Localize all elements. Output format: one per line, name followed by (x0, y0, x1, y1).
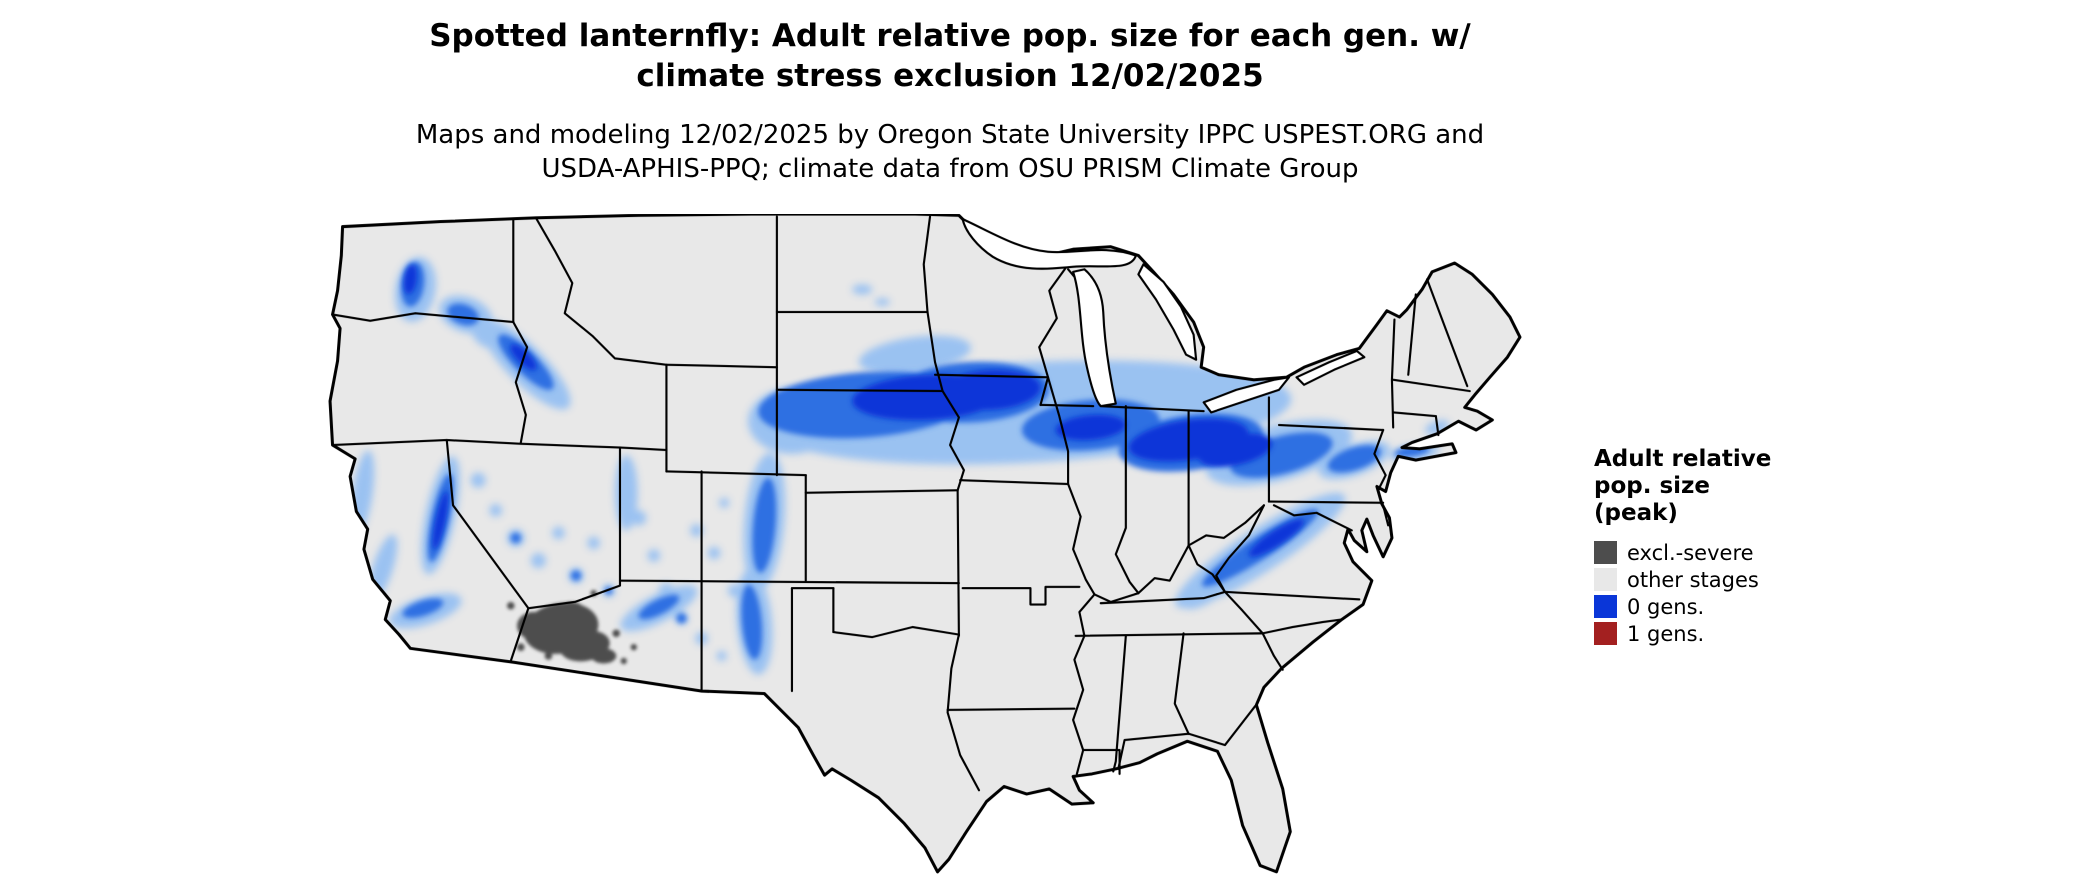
figure-subtitle-line1: Maps and modeling 12/02/2025 by Oregon S… (415, 120, 1485, 150)
legend-swatch-excl-severe (1594, 541, 1617, 564)
lake-erie (1202, 376, 1291, 414)
legend-item-other-stages: other stages (1594, 566, 1874, 593)
legend-label-1-gens: 1 gens. (1627, 621, 1705, 646)
legend-title: Adult relative pop. size (peak) (1594, 446, 1874, 527)
legend-item-excl-severe: excl.-severe (1594, 539, 1874, 566)
figure-title-line2: climate stress exclusion 12/02/2025 (636, 58, 1264, 94)
legend-label-0-gens: 0 gens. (1627, 594, 1705, 619)
legend-title-line3: (peak) (1594, 500, 1678, 526)
lake-huron (1137, 263, 1198, 361)
state-borders (331, 215, 1471, 792)
figure-subtitle: Maps and modeling 12/02/2025 by Oregon S… (0, 118, 1900, 186)
conus-outline (328, 214, 1522, 874)
great-lakes (961, 218, 1366, 414)
lake-michigan (1072, 268, 1117, 408)
figure-subtitle-line2: USDA-APHIS-PPQ; climate data from OSU PR… (541, 154, 1359, 184)
map-legend: Adult relative pop. size (peak) excl.-se… (1594, 446, 1874, 647)
legend-title-line2: pop. size (1594, 473, 1711, 499)
legend-items: excl.-severe other stages 0 gens. 1 gens… (1594, 539, 1874, 647)
lake-superior (961, 218, 1137, 270)
us-map (328, 214, 1522, 874)
legend-label-other-stages: other stages (1627, 567, 1759, 592)
legend-item-0-gens: 0 gens. (1594, 593, 1874, 620)
figure-title-line1: Spotted lanternfly: Adult relative pop. … (429, 18, 1471, 54)
figure-title: Spotted lanternfly: Adult relative pop. … (0, 16, 1900, 96)
legend-swatch-1-gens (1594, 622, 1617, 645)
legend-swatch-other-stages (1594, 568, 1617, 591)
legend-swatch-0-gens (1594, 595, 1617, 618)
legend-item-1-gens: 1 gens. (1594, 620, 1874, 647)
legend-title-line1: Adult relative (1594, 446, 1772, 472)
legend-label-excl-severe: excl.-severe (1627, 540, 1754, 565)
lake-ontario (1295, 349, 1366, 386)
